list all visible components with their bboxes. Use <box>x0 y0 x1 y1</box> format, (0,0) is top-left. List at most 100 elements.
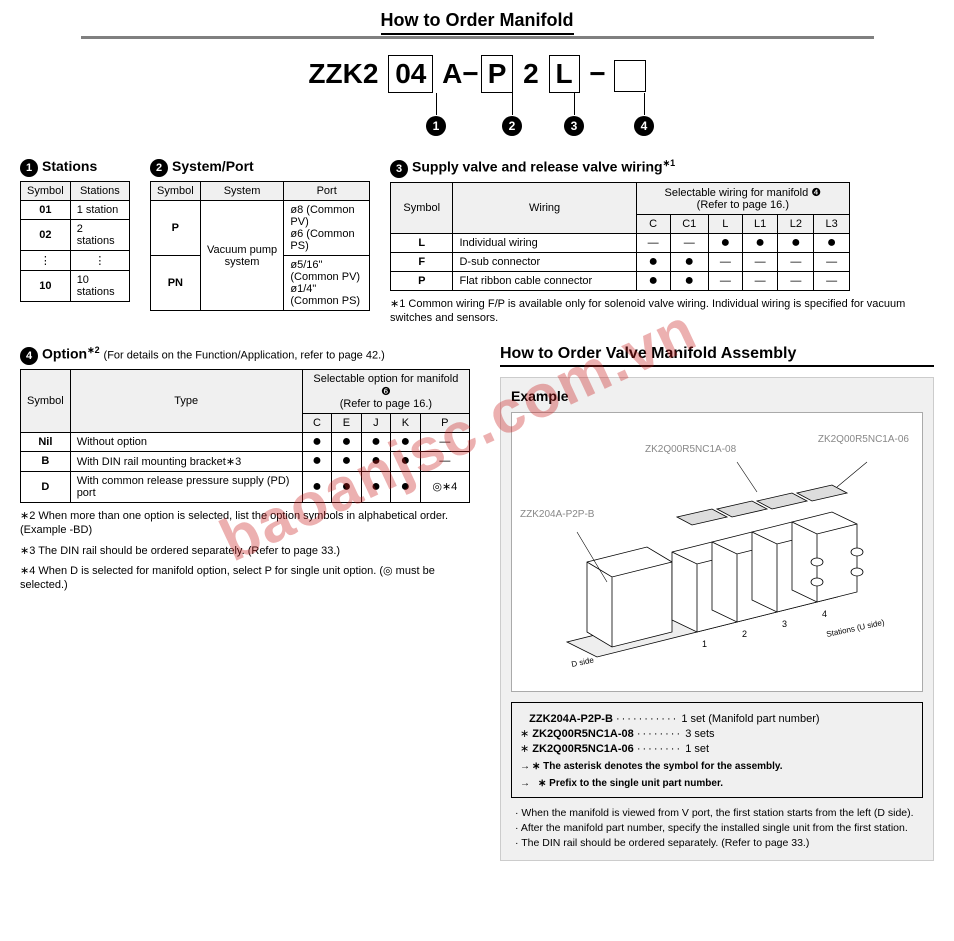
option-footnote-2: ∗2 When more than one option is selected… <box>20 509 480 538</box>
marker-row: 1 2 3 4 <box>20 98 934 138</box>
th: Symbol <box>21 369 71 432</box>
td: — <box>670 233 708 252</box>
assembly-section: How to Order Valve Manifold Assembly Exa… <box>500 345 934 861</box>
diagram-label-3: ZZK204A-P2P-B <box>517 508 597 521</box>
td: — <box>814 252 850 271</box>
pn-box-3: L <box>549 55 580 93</box>
stations-section: 1Stations SymbolStations 011 station 022… <box>20 158 130 302</box>
marker-4: 4 <box>634 116 654 136</box>
marker-1: 1 <box>426 116 446 136</box>
th: Stations <box>70 182 129 201</box>
option-footnote-4: ∗4 When D is selected for manifold optio… <box>20 564 480 593</box>
td: ● <box>814 233 850 252</box>
td: — <box>420 451 469 471</box>
td: — <box>708 271 742 290</box>
svg-text:1: 1 <box>702 639 707 649</box>
diagram-label-1: ZK2Q00R5NC1A-06 <box>815 433 912 446</box>
td: — <box>814 271 850 290</box>
td: ● <box>670 252 708 271</box>
td: ● <box>636 252 670 271</box>
pn-dash1: − <box>462 58 478 89</box>
th: System <box>200 182 284 201</box>
td: ● <box>636 271 670 290</box>
stations-heading: 1Stations <box>20 158 130 177</box>
td: 2 stations <box>70 220 129 251</box>
td: L <box>418 237 425 249</box>
svg-text:3: 3 <box>782 619 787 629</box>
pn-dash2: − <box>589 58 605 89</box>
th: L3 <box>814 214 850 233</box>
td: P <box>151 201 201 256</box>
th: Selectable wiring for manifold ❹ (Refer … <box>636 182 849 214</box>
pn-prefix: ZZK2 <box>308 58 378 89</box>
parts-row: ZZK204A-P2P-B ··········· 1 set (Manifol… <box>520 713 914 725</box>
td: ● <box>361 471 390 502</box>
assembly-title: How to Order Valve Manifold Assembly <box>500 345 934 367</box>
td: ● <box>332 451 361 471</box>
title-section: How to Order Manifold <box>20 10 934 35</box>
td: ◎∗4 <box>420 471 469 502</box>
note-line: · When the manifold is viewed from V por… <box>511 806 923 821</box>
top-row: 1Stations SymbolStations 011 station 022… <box>20 158 934 325</box>
marker-line-4 <box>644 93 645 115</box>
marker-3: 3 <box>564 116 584 136</box>
option-heading-text: Option <box>42 346 87 362</box>
system-heading-text: System/Port <box>172 158 254 174</box>
td: — <box>420 432 469 451</box>
td: F <box>418 256 425 268</box>
part-number: ZZK2 04 A−P 2 L − <box>20 55 934 93</box>
td: ● <box>708 233 742 252</box>
td: 1 station <box>70 201 129 220</box>
th: L2 <box>778 214 814 233</box>
manifold-diagram: 1 2 3 4 D side Stations (U side) ZK2Q00R… <box>511 412 923 692</box>
th: L <box>708 214 742 233</box>
th: L1 <box>742 214 778 233</box>
system-heading: 2System/Port <box>150 158 370 177</box>
td: B <box>41 455 49 467</box>
parts-row: ∗ ZK2Q00R5NC1A-08 ········ 3 sets <box>520 727 914 740</box>
td: ● <box>670 271 708 290</box>
td: ● <box>332 432 361 451</box>
td: — <box>778 252 814 271</box>
option-row: D With common release pressure supply (P… <box>21 471 470 502</box>
note-line: · The DIN rail should be ordered separat… <box>511 836 923 851</box>
bottom-notes: · When the manifold is viewed from V por… <box>511 806 923 850</box>
td: D-sub connector <box>453 252 636 271</box>
td: ● <box>332 471 361 502</box>
circle-4-icon: 4 <box>20 347 38 365</box>
parts-row: ∗ ZK2Q00R5NC1A-06 ········ 1 set <box>520 742 914 755</box>
pn-empty-box <box>614 60 646 92</box>
td: ● <box>391 432 420 451</box>
th: C <box>636 214 670 233</box>
td: ● <box>391 471 420 502</box>
wiring-row: F D-sub connector ● ● — — — — <box>391 252 850 271</box>
option-row: B With DIN rail mounting bracket∗3 ● ● ●… <box>21 451 470 471</box>
option-footnote-3: ∗3 The DIN rail should be ordered separa… <box>20 544 480 558</box>
marker-line-2 <box>512 93 513 115</box>
wiring-section: 3Supply valve and release valve wiring∗1… <box>390 158 934 325</box>
th: Type <box>70 369 302 432</box>
td: ● <box>302 471 331 502</box>
option-section: 4Option∗2 (For details on the Function/A… <box>20 345 480 592</box>
td: 01 <box>21 201 71 220</box>
th: J <box>361 413 390 432</box>
option-table: Symbol Type Selectable option for manifo… <box>20 369 470 503</box>
th: C1 <box>670 214 708 233</box>
th: C <box>302 413 331 432</box>
td: ø8 (Common PV) ø6 (Common PS) <box>284 201 370 256</box>
main-title: How to Order Manifold <box>381 10 574 35</box>
th: Port <box>284 182 370 201</box>
td: With common release pressure supply (PD)… <box>70 471 302 502</box>
marker-2: 2 <box>502 116 522 136</box>
circle-3-icon: 3 <box>390 160 408 178</box>
td: Without option <box>70 432 302 451</box>
circle-1-icon: 1 <box>20 159 38 177</box>
marker-line-3 <box>574 93 575 115</box>
example-box: Example <box>500 377 934 861</box>
pn-box-1: 04 <box>388 55 433 93</box>
arrow-note-1: ∗ The asterisk denotes the symbol for th… <box>520 761 914 772</box>
td: D <box>41 481 49 493</box>
svg-text:2: 2 <box>742 629 747 639</box>
td: P <box>418 275 425 287</box>
td: ● <box>361 451 390 471</box>
